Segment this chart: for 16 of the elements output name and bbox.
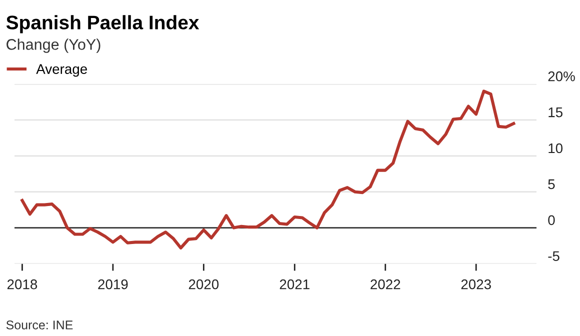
y-tick-label: 20% <box>548 71 575 82</box>
y-tick-label: 15 <box>548 108 562 118</box>
y-tick-label: 10 <box>548 143 563 154</box>
x-tick-label: 2022 <box>370 279 400 290</box>
x-tick-label: 2020 <box>188 279 219 290</box>
legend-label: Average <box>36 64 87 77</box>
source-note: Source: INE <box>6 320 73 330</box>
x-tick-label: 2019 <box>98 279 128 290</box>
y-tick-label: 0 <box>548 215 555 226</box>
x-tick-label: 2021 <box>280 279 310 290</box>
chart-title: Spanish Paella Index <box>6 15 200 34</box>
x-tick-label: 2023 <box>461 279 491 290</box>
x-tick-label: 2018 <box>7 279 38 290</box>
y-tick-label: 5 <box>548 179 555 190</box>
y-tick-label: -5 <box>548 251 560 262</box>
chart-subtitle: Change (YoY) <box>6 38 100 53</box>
